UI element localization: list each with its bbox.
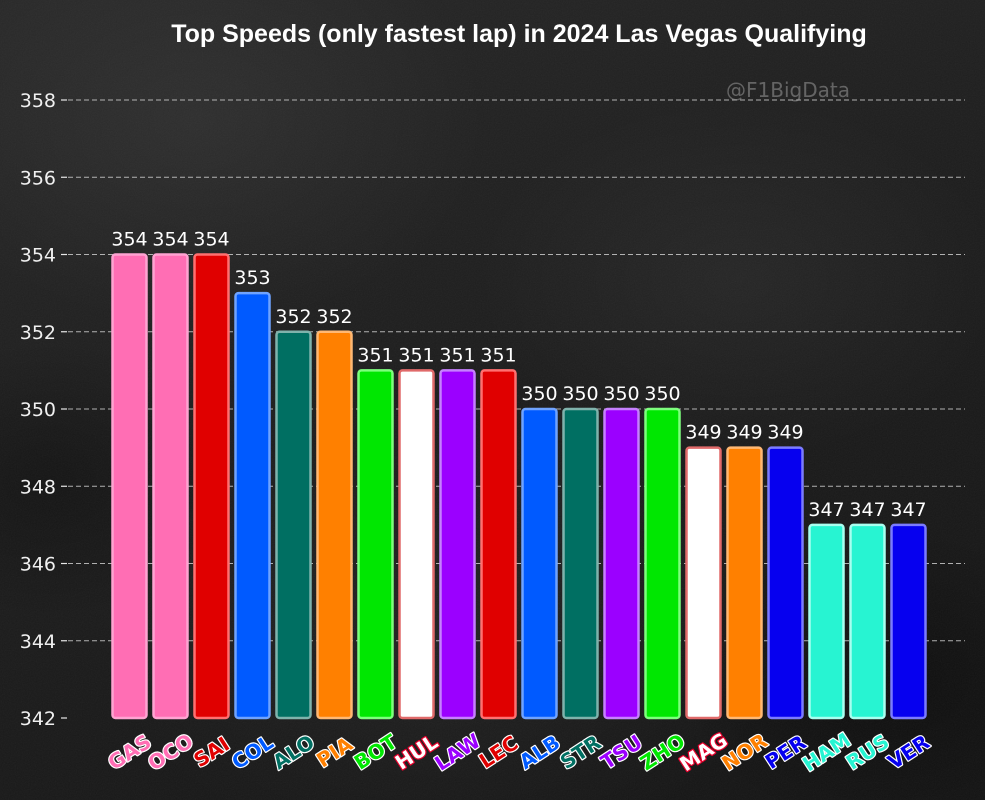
bar-gas [111,253,148,720]
bar-ver [890,523,927,720]
bar-str [562,407,599,720]
value-label-nor: 349 [726,422,762,444]
value-label-oco: 354 [152,229,188,251]
value-label-alb: 350 [521,383,557,405]
y-tick-label-344: 344 [20,631,56,653]
bar-per [767,446,804,720]
bar-oco [152,253,189,720]
y-tick-label-358: 358 [20,90,56,112]
bar-bot [357,369,394,720]
value-label-ham: 347 [808,499,844,521]
value-label-sai: 354 [193,229,229,251]
value-label-mag: 349 [685,422,721,444]
value-label-tsu: 350 [603,383,639,405]
bar-ham [808,523,845,720]
y-tick-label-354: 354 [20,245,56,267]
value-label-rus: 347 [849,499,885,521]
bar-col [234,291,271,720]
chart-title: Top Speeds (only fastest lap) in 2024 La… [171,20,867,48]
value-label-pia: 352 [316,306,352,328]
watermark: @F1BigData [726,78,850,102]
value-label-ver: 347 [890,499,926,521]
y-tick-label-350: 350 [20,399,56,421]
bar-law [439,369,476,720]
bar-pia [316,330,353,720]
y-axis: 342 344 346 348 350 352 354 356 358 [20,90,67,730]
bars [111,253,927,720]
bar-lec [480,369,517,720]
bar-zho [644,407,681,720]
value-label-per: 349 [767,422,803,444]
y-tick-label-348: 348 [20,476,56,498]
y-tick-label-346: 346 [20,554,56,576]
y-tick-label-356: 356 [20,167,56,189]
bar-sai [193,253,230,720]
value-label-str: 350 [562,383,598,405]
y-tick-label-342: 342 [20,708,56,730]
value-label-bot: 351 [357,344,393,366]
value-label-lec: 351 [480,344,516,366]
bar-hul [398,369,435,720]
value-label-col: 353 [234,267,270,289]
bar-rus [849,523,886,720]
bar-nor [726,446,763,720]
value-label-law: 351 [439,344,475,366]
value-label-alo: 352 [275,306,311,328]
bar-alb [521,407,558,720]
bar-tsu [603,407,640,720]
value-label-hul: 351 [398,344,434,366]
bar-alo [275,330,312,720]
value-label-gas: 354 [111,229,147,251]
y-tick-label-352: 352 [20,322,56,344]
value-label-zho: 350 [644,383,680,405]
bar-mag [685,446,722,720]
